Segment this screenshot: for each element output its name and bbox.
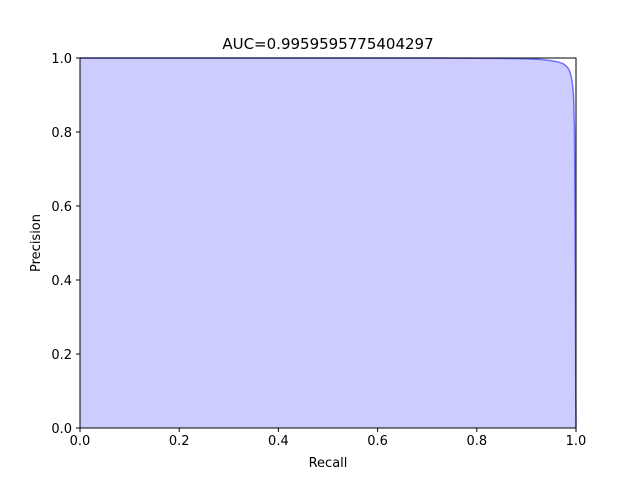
x-axis: 0.0 0.2 0.4 0.6 0.8 1.0 bbox=[70, 428, 587, 449]
y-tick-label: 0.2 bbox=[51, 348, 72, 363]
precision-recall-area bbox=[80, 58, 576, 428]
y-tick-label: 0.0 bbox=[51, 422, 72, 437]
y-axis-label: Precision bbox=[29, 214, 44, 272]
y-tick-label: 0.6 bbox=[51, 200, 72, 215]
x-tick-label: 0.4 bbox=[268, 434, 289, 449]
x-tick-label: 0.6 bbox=[367, 434, 388, 449]
x-tick-label: 0.0 bbox=[70, 434, 91, 449]
y-tick-label: 1.0 bbox=[51, 52, 72, 67]
x-tick-label: 1.0 bbox=[566, 434, 587, 449]
y-tick-label: 0.4 bbox=[51, 274, 72, 289]
axes-frame bbox=[79, 57, 577, 429]
y-axis: 0.0 0.2 0.4 0.6 0.8 1.0 bbox=[51, 52, 80, 437]
x-tick-label: 0.8 bbox=[466, 434, 487, 449]
chart-title: AUC=0.9959595775404297 bbox=[222, 35, 433, 53]
x-axis-label: Recall bbox=[309, 456, 348, 471]
y-tick-label: 0.8 bbox=[51, 126, 72, 141]
x-tick-label: 0.2 bbox=[169, 434, 190, 449]
plot-layer bbox=[80, 57, 577, 429]
